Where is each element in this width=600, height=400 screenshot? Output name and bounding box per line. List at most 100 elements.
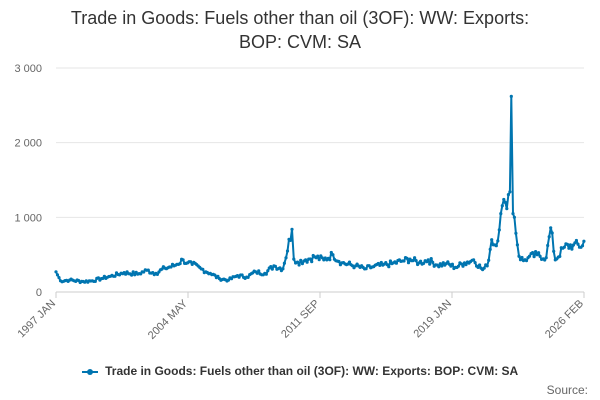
data-point[interactable] [413,256,417,260]
data-point[interactable] [337,259,341,264]
data-point[interactable] [440,264,444,268]
data-point[interactable] [488,247,492,251]
data-point[interactable] [169,265,173,269]
data-point[interactable] [347,260,352,264]
data-point[interactable] [113,274,117,278]
data-point[interactable] [160,267,164,271]
data-point[interactable] [285,249,290,253]
data-point[interactable] [456,264,460,268]
data-point[interactable] [273,264,277,268]
data-point[interactable] [142,270,146,274]
data-point[interactable] [54,270,58,274]
data-point[interactable] [509,94,513,98]
data-point[interactable] [130,273,134,277]
data-point[interactable] [379,260,383,265]
data-point[interactable] [426,258,430,262]
data-point[interactable] [429,257,433,261]
data-point[interactable] [438,262,442,266]
data-point[interactable] [297,263,301,267]
data-point[interactable] [567,246,571,250]
data-point[interactable] [414,259,418,263]
data-point[interactable] [124,272,128,276]
data-point[interactable] [547,235,551,239]
data-point[interactable] [329,250,333,255]
data-point[interactable] [310,260,314,264]
data-point[interactable] [422,261,426,265]
data-point[interactable] [531,251,535,255]
data-point[interactable] [133,273,137,277]
data-point[interactable] [387,265,391,269]
data-point[interactable] [574,238,579,243]
legend[interactable]: Trade in Goods: Fuels other than oil (3O… [0,364,600,378]
data-point[interactable] [411,259,415,263]
data-point[interactable] [394,261,398,265]
data-point[interactable] [565,242,570,246]
data-point[interactable] [281,267,285,271]
data-point[interactable] [57,276,61,280]
data-point[interactable] [269,265,273,269]
data-point[interactable] [181,258,185,262]
data-point[interactable] [428,262,432,266]
data-point[interactable] [304,258,308,262]
data-point[interactable] [527,254,532,258]
data-point[interactable] [461,264,465,268]
data-point[interactable] [328,258,332,262]
data-point[interactable] [226,278,231,282]
data-point[interactable] [288,238,293,242]
data-point[interactable] [402,259,406,263]
data-point[interactable] [558,254,562,258]
data-point[interactable] [317,258,321,262]
data-point[interactable] [506,193,510,197]
data-point[interactable] [500,204,504,208]
data-point[interactable] [178,262,182,266]
data-point[interactable] [487,258,491,262]
data-point[interactable] [201,267,205,271]
data-point[interactable] [255,271,259,275]
data-point[interactable] [282,261,286,265]
data-point[interactable] [290,227,294,231]
data-point[interactable] [503,200,507,204]
data-point[interactable] [295,260,300,264]
data-point[interactable] [240,273,244,277]
data-point[interactable] [502,197,506,202]
data-point[interactable] [472,258,476,262]
data-point[interactable] [441,261,445,265]
data-point[interactable] [464,263,468,267]
data-point[interactable] [543,258,547,262]
data-point[interactable] [538,254,542,258]
data-point[interactable] [473,261,477,265]
data-point[interactable] [155,272,159,276]
data-point[interactable] [331,253,335,257]
data-point[interactable] [508,190,512,194]
data-point[interactable] [364,267,368,271]
data-point[interactable] [568,243,573,247]
data-point[interactable] [534,250,538,254]
data-point[interactable] [570,247,574,251]
data-point[interactable] [546,243,550,248]
data-point[interactable] [562,245,566,249]
data-point[interactable] [299,258,303,262]
data-point[interactable] [189,260,193,264]
data-point[interactable] [505,207,509,211]
data-point[interactable] [305,260,309,264]
data-point[interactable] [446,260,450,264]
data-point[interactable] [520,255,524,260]
data-point[interactable] [300,262,304,266]
data-point[interactable] [257,269,261,273]
data-point[interactable] [524,259,529,263]
data-point[interactable] [450,262,454,266]
data-point[interactable] [482,266,486,270]
data-point[interactable] [515,243,520,247]
data-point[interactable] [270,267,274,271]
data-point[interactable] [278,266,282,270]
data-point[interactable] [388,259,392,263]
data-point[interactable] [437,265,441,269]
data-point[interactable] [512,215,517,219]
data-point[interactable] [406,261,411,265]
data-point[interactable] [216,274,220,278]
data-point[interactable] [405,256,409,260]
data-point[interactable] [476,265,480,269]
data-point[interactable] [573,241,577,245]
data-point[interactable] [246,275,250,279]
data-point[interactable] [582,239,586,243]
